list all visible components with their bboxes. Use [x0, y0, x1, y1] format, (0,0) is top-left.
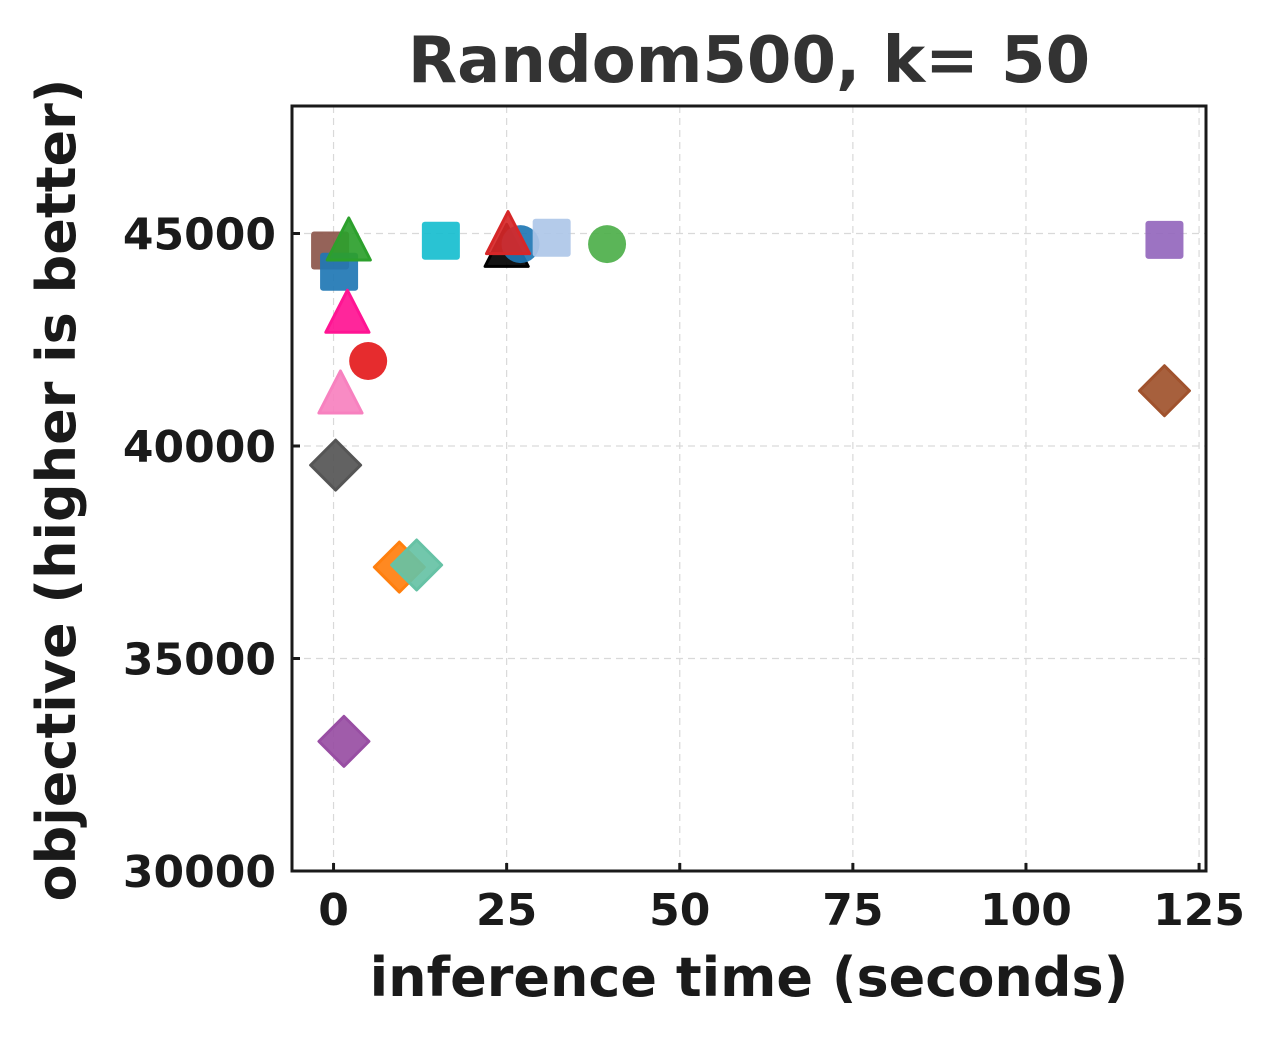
point-square [421, 221, 460, 260]
point-triangle [325, 216, 372, 262]
axis-ticks: 0 25 50 75 100 125 30000 35000 40000 45000 [123, 210, 1245, 937]
x-tick-label: 25 [476, 885, 537, 936]
point-diamond [390, 538, 444, 592]
y-axis-label: objective (higher is better) [25, 79, 88, 902]
y-tick-label: 30000 [123, 847, 276, 898]
point-triangle [484, 210, 532, 256]
point-square [1145, 220, 1184, 259]
x-axis-label: inference time (seconds) [370, 946, 1129, 1009]
point-square [532, 218, 571, 257]
point-square [320, 252, 359, 291]
y-tick-label: 45000 [123, 210, 276, 261]
y-tick-label: 35000 [123, 635, 276, 686]
x-tick-label: 50 [649, 885, 710, 936]
y-tick-label: 40000 [123, 422, 276, 473]
point-triangle [317, 369, 364, 415]
x-tick-label: 0 [318, 885, 349, 936]
x-tick-label: 125 [1153, 885, 1245, 936]
x-tick-label: 75 [822, 885, 883, 936]
point-diamond [309, 438, 363, 492]
data-points [309, 210, 1191, 768]
point-diamond [317, 714, 371, 768]
grid [292, 106, 1206, 872]
point-circle [588, 225, 627, 264]
x-tick-label: 100 [980, 885, 1072, 936]
point-circle [349, 342, 388, 380]
point-triangle [324, 288, 371, 334]
point-diamond [1137, 364, 1191, 418]
chart-title: Random500, k= 50 [408, 24, 1090, 98]
plot-frame [290, 104, 1208, 873]
